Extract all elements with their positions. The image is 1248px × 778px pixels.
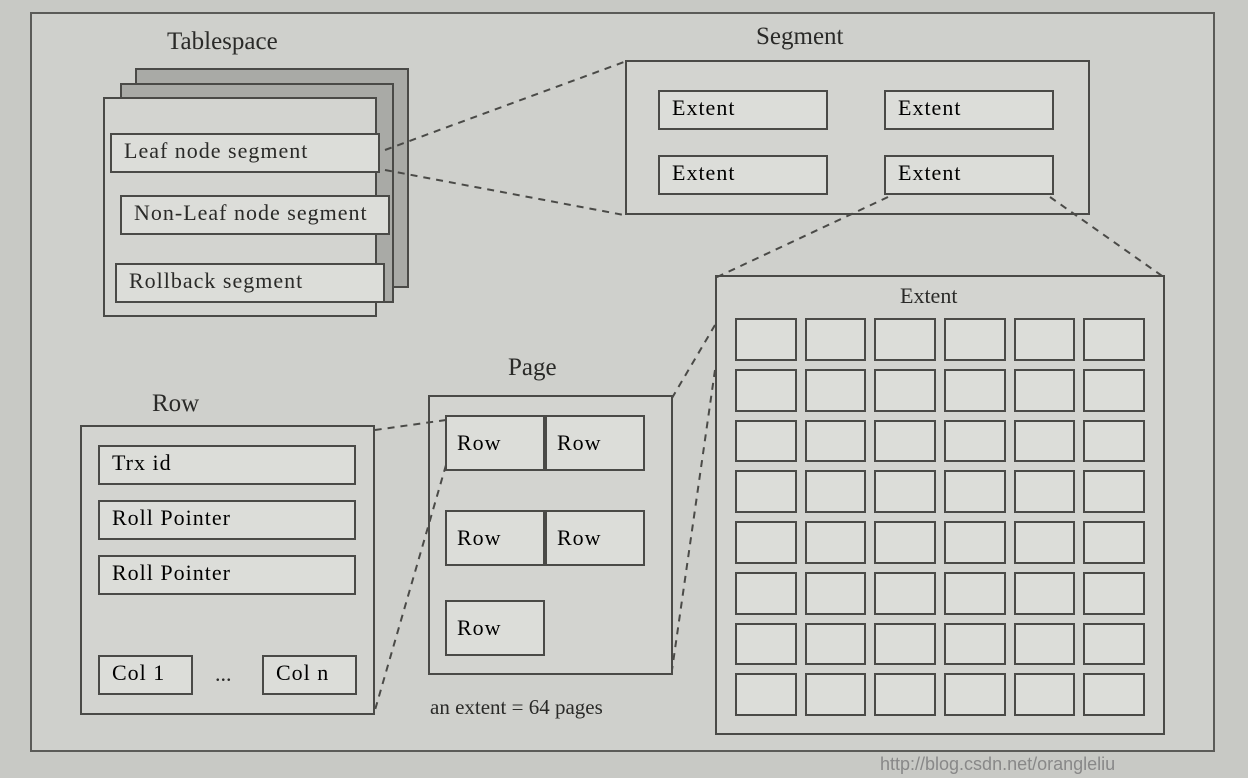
- extent-page-cell: [735, 572, 797, 615]
- extent-page-cell: [1083, 369, 1145, 412]
- extent-page-cell: [944, 572, 1006, 615]
- extent-grid: [735, 318, 1145, 716]
- page-row-cell: Row: [545, 415, 645, 471]
- extent-page-cell: [805, 470, 867, 513]
- extent-page-cell: [1083, 623, 1145, 666]
- extent-page-cell: [1083, 521, 1145, 564]
- page-row-cell: Row: [445, 510, 545, 566]
- extent-page-cell: [805, 521, 867, 564]
- segment-extent-2: Extent: [658, 155, 828, 195]
- extent-page-cell: [1083, 673, 1145, 716]
- extent-page-cell: [1083, 318, 1145, 361]
- extent-page-cell: [1014, 318, 1076, 361]
- extent-page-cell: [735, 521, 797, 564]
- extent-page-cell: [1014, 572, 1076, 615]
- extent-page-cell: [805, 673, 867, 716]
- extent-page-cell: [874, 673, 936, 716]
- extent-page-cell: [874, 521, 936, 564]
- extent-page-cell: [1014, 369, 1076, 412]
- row-rollptr-2: Roll Pointer: [98, 555, 356, 595]
- watermark: http://blog.csdn.net/orangleliu: [880, 754, 1115, 775]
- extent-page-cell: [874, 470, 936, 513]
- tablespace-card-rollback: Rollback segment: [115, 263, 385, 303]
- extent-page-cell: [874, 318, 936, 361]
- tablespace-label: Tablespace: [167, 28, 278, 56]
- extent-page-cell: [1083, 572, 1145, 615]
- page-label: Page: [508, 354, 557, 382]
- segment-extent-3: Extent: [884, 155, 1054, 195]
- extent-page-cell: [805, 318, 867, 361]
- extent-page-cell: [805, 623, 867, 666]
- page-row-cell: Row: [445, 600, 545, 656]
- extent-page-cell: [735, 318, 797, 361]
- extent-page-cell: [805, 572, 867, 615]
- extent-page-cell: [1014, 623, 1076, 666]
- extent-page-cell: [944, 521, 1006, 564]
- extent-page-cell: [1014, 470, 1076, 513]
- extent-page-cell: [944, 470, 1006, 513]
- extent-page-cell: [735, 369, 797, 412]
- extent-page-cell: [1014, 673, 1076, 716]
- extent-page-cell: [874, 572, 936, 615]
- tablespace-card-nonleaf: Non-Leaf node segment: [120, 195, 390, 235]
- extent-page-cell: [735, 470, 797, 513]
- page-row-cell: Row: [545, 510, 645, 566]
- row-trxid: Trx id: [98, 445, 356, 485]
- extent-page-cell: [874, 420, 936, 463]
- tablespace-card-leaf: Leaf node segment: [110, 133, 380, 173]
- extent-page-cell: [735, 623, 797, 666]
- row-col-1: Col 1: [98, 655, 193, 695]
- row-rollptr-1: Roll Pointer: [98, 500, 356, 540]
- extent-page-cell: [735, 673, 797, 716]
- extent-page-cell: [874, 369, 936, 412]
- extent-title: Extent: [900, 283, 957, 309]
- extent-page-cell: [1014, 521, 1076, 564]
- segment-extent-1: Extent: [884, 90, 1054, 130]
- row-col-dots: ...: [215, 661, 232, 687]
- extent-page-cell: [944, 420, 1006, 463]
- extent-page-cell: [944, 673, 1006, 716]
- extent-page-cell: [805, 420, 867, 463]
- extent-page-cell: [1014, 420, 1076, 463]
- extent-page-cell: [944, 623, 1006, 666]
- extent-page-cell: [1083, 470, 1145, 513]
- extent-page-cell: [735, 420, 797, 463]
- segment-label: Segment: [756, 23, 844, 51]
- page-row-cell: Row: [445, 415, 545, 471]
- segment-extent-0: Extent: [658, 90, 828, 130]
- extent-page-cell: [805, 369, 867, 412]
- row-col-n: Col n: [262, 655, 357, 695]
- extent-caption: an extent = 64 pages: [430, 695, 603, 720]
- extent-page-cell: [944, 318, 1006, 361]
- extent-page-cell: [1083, 420, 1145, 463]
- extent-page-cell: [944, 369, 1006, 412]
- canvas: Tablespace Segment Row Page an extent = …: [0, 0, 1248, 778]
- extent-page-cell: [874, 623, 936, 666]
- row-label: Row: [152, 390, 199, 418]
